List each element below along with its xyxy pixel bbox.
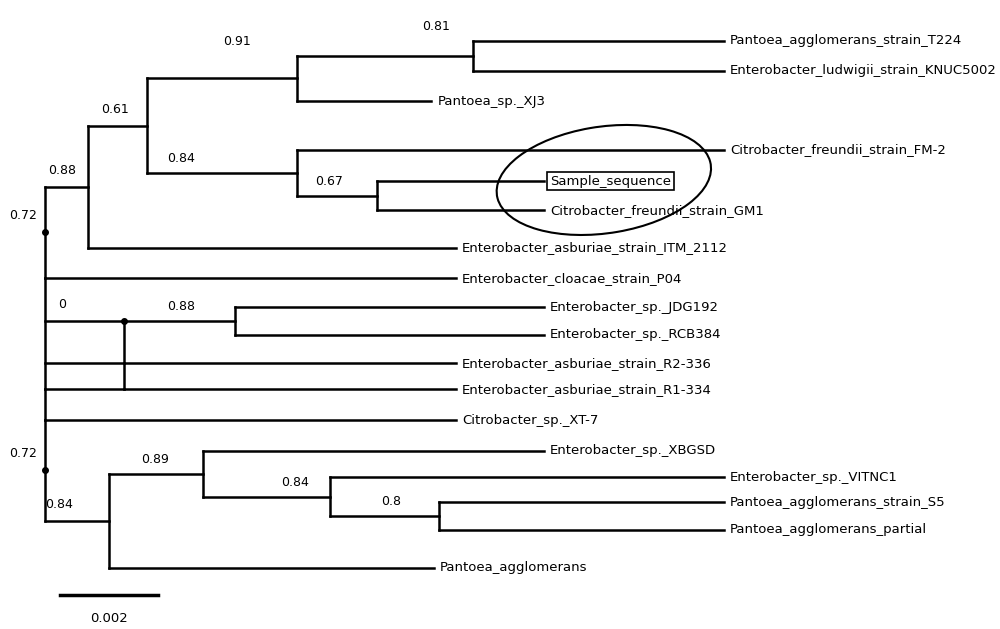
Text: Sample_sequence: Sample_sequence: [550, 175, 671, 187]
Text: 0.91: 0.91: [223, 35, 251, 48]
Text: Enterobacter_asburiae_strain_R2-336: Enterobacter_asburiae_strain_R2-336: [462, 357, 712, 370]
Text: Citrobacter_sp._XT-7: Citrobacter_sp._XT-7: [462, 413, 599, 426]
Text: Enterobacter_sp._XBGSD: Enterobacter_sp._XBGSD: [550, 445, 716, 457]
Text: Pantoea_agglomerans_strain_T224: Pantoea_agglomerans_strain_T224: [730, 34, 962, 47]
Text: Enterobacter_asburiae_strain_ITM_2112: Enterobacter_asburiae_strain_ITM_2112: [462, 242, 728, 254]
Text: 0.88: 0.88: [168, 300, 196, 313]
Text: Enterobacter_cloacae_strain_P04: Enterobacter_cloacae_strain_P04: [462, 272, 683, 285]
Text: 0.61: 0.61: [102, 103, 129, 116]
Text: Enterobacter_sp._VITNC1: Enterobacter_sp._VITNC1: [730, 470, 898, 484]
Text: Pantoea_agglomerans: Pantoea_agglomerans: [440, 562, 587, 574]
Text: 0.89: 0.89: [141, 453, 169, 466]
Text: Enterobacter_sp._JDG192: Enterobacter_sp._JDG192: [550, 301, 719, 314]
Text: 0.84: 0.84: [282, 476, 309, 489]
Text: 0.72: 0.72: [9, 209, 37, 221]
Text: 0.84: 0.84: [168, 152, 195, 165]
Text: 0.67: 0.67: [315, 175, 343, 188]
Text: 0.72: 0.72: [9, 447, 37, 460]
Text: 0.8: 0.8: [381, 495, 401, 508]
Text: Pantoea_sp._XJ3: Pantoea_sp._XJ3: [437, 94, 545, 108]
Text: 0.88: 0.88: [48, 164, 76, 177]
Text: Pantoea_agglomerans_strain_S5: Pantoea_agglomerans_strain_S5: [730, 496, 945, 509]
Text: Citrobacter_freundii_strain_GM1: Citrobacter_freundii_strain_GM1: [550, 204, 764, 217]
Text: Pantoea_agglomerans_partial: Pantoea_agglomerans_partial: [730, 523, 927, 537]
Text: Enterobacter_ludwigii_strain_KNUC5002: Enterobacter_ludwigii_strain_KNUC5002: [730, 64, 997, 77]
Text: Enterobacter_sp._RCB384: Enterobacter_sp._RCB384: [550, 328, 721, 341]
Text: Citrobacter_freundii_strain_FM-2: Citrobacter_freundii_strain_FM-2: [730, 143, 946, 156]
Text: 0.81: 0.81: [422, 19, 450, 33]
Text: 0.84: 0.84: [45, 498, 73, 511]
Text: 0.002: 0.002: [90, 612, 128, 625]
Text: Enterobacter_asburiae_strain_R1-334: Enterobacter_asburiae_strain_R1-334: [462, 382, 712, 396]
Text: 0: 0: [58, 298, 66, 311]
